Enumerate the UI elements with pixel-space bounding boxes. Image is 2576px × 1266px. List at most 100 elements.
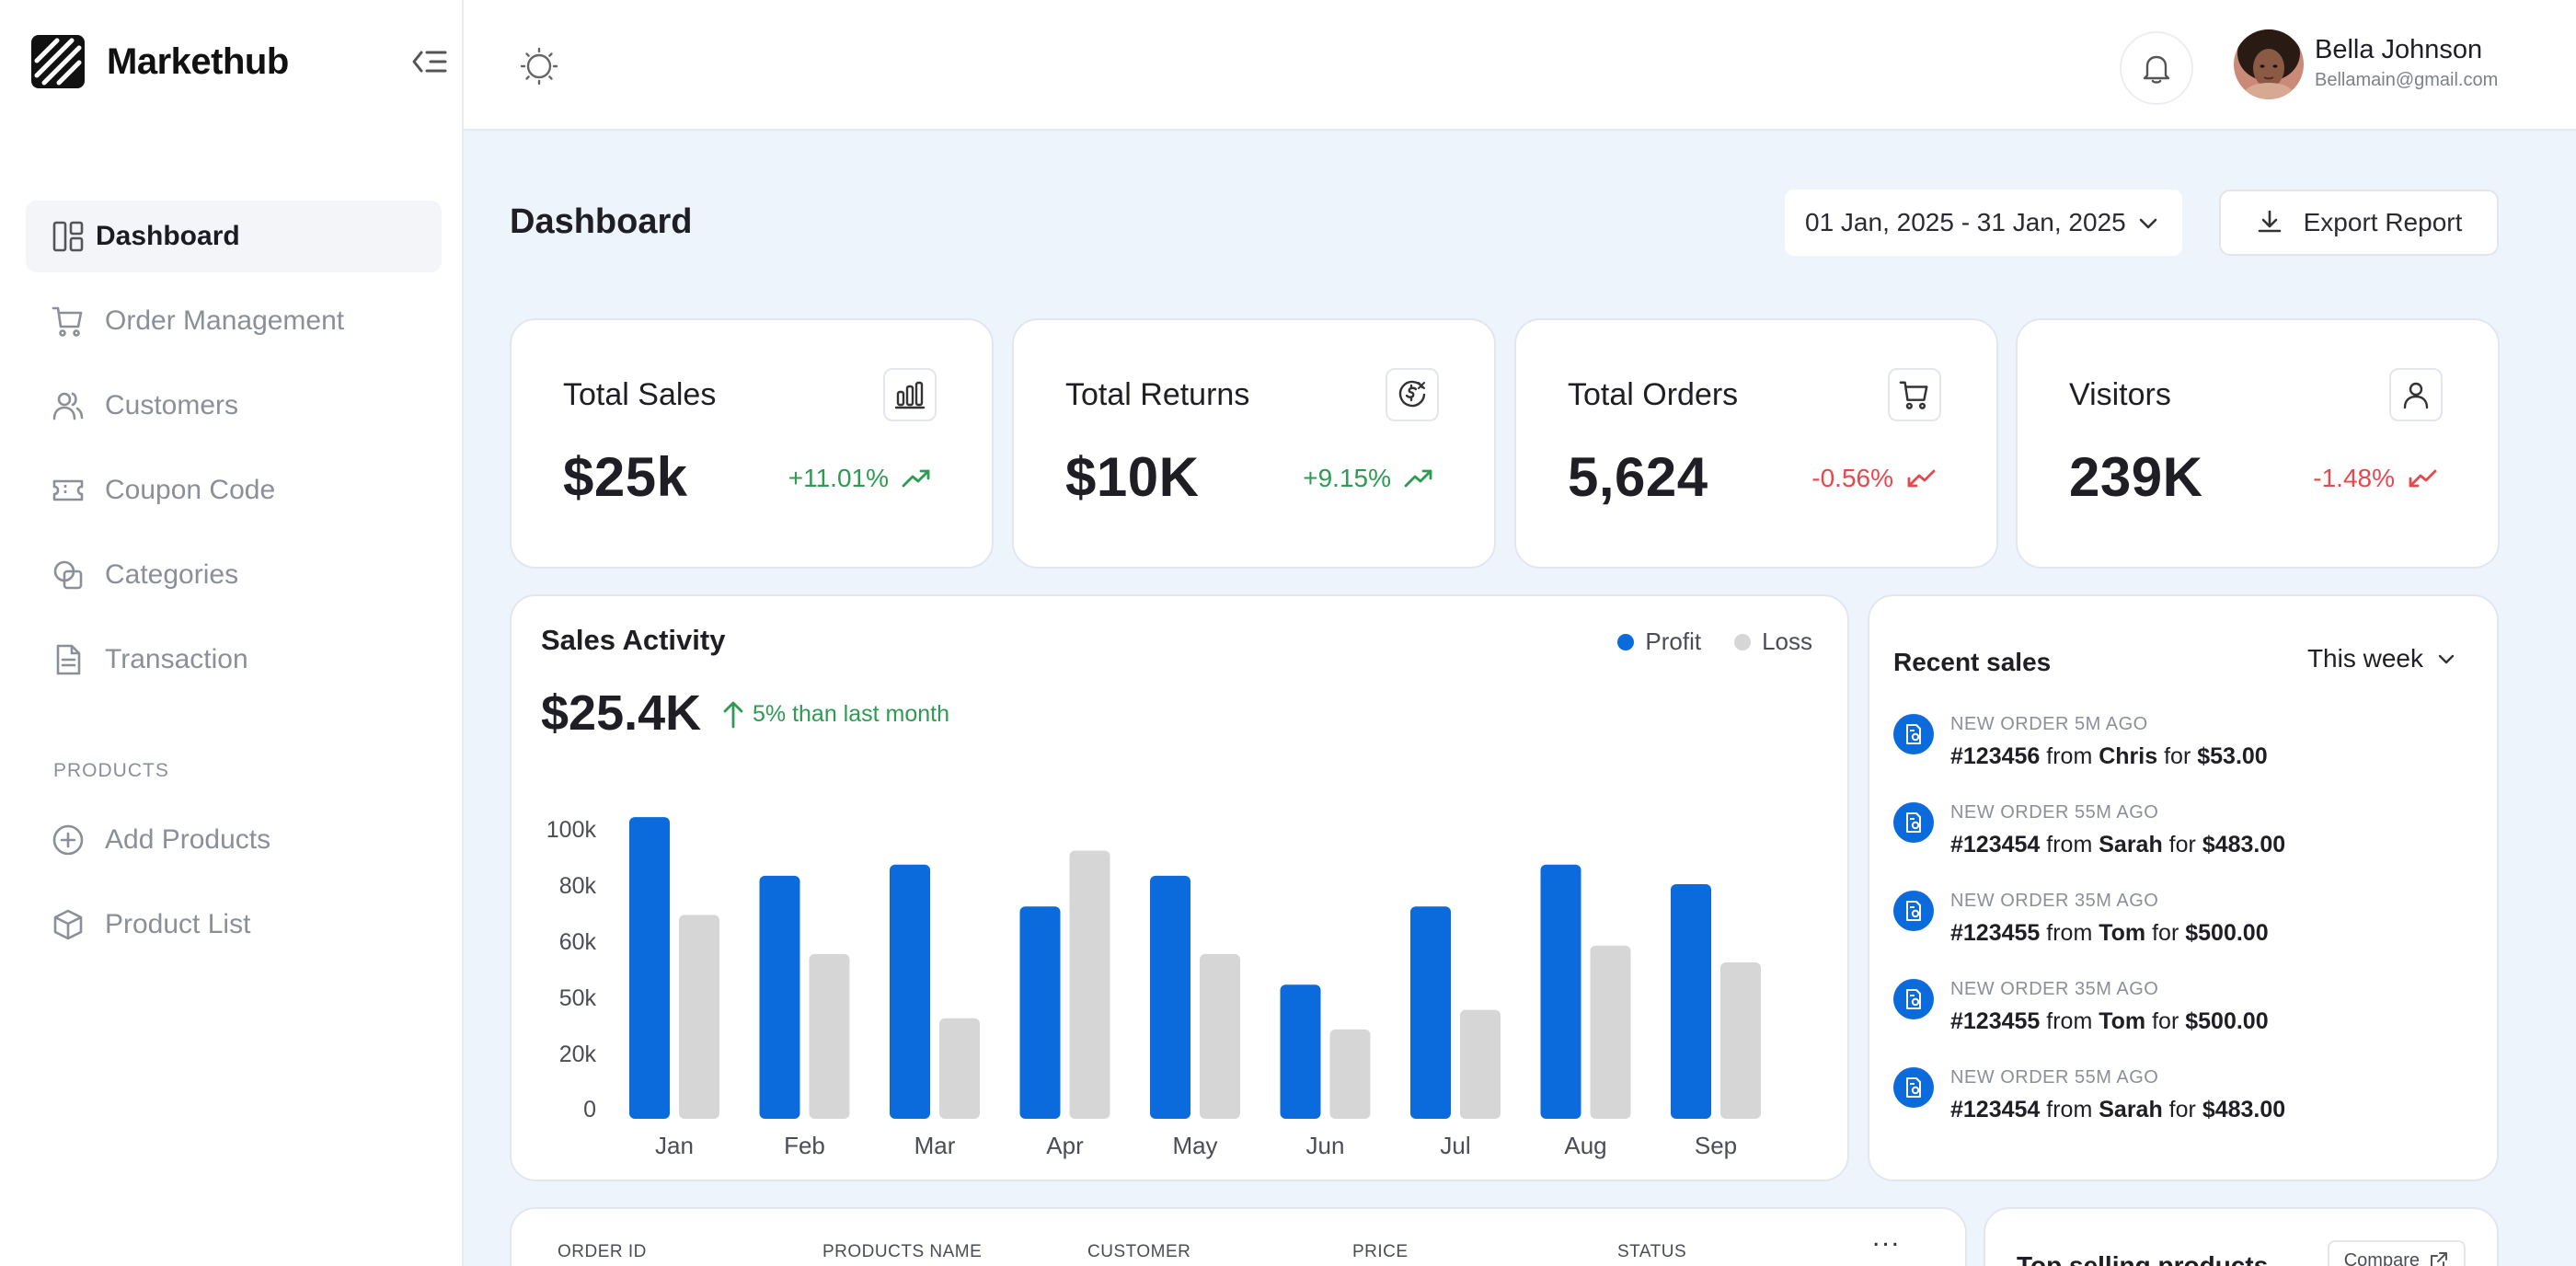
collapse-sidebar-icon[interactable] — [410, 42, 449, 81]
sidebar-item-dashboard[interactable]: Dashboard — [26, 201, 442, 272]
bar-profit-jul[interactable] — [1410, 906, 1451, 1119]
stat-change-value: -1.48% — [2313, 464, 2395, 492]
sidebar-item-label: Add Products — [105, 824, 271, 855]
stat-change-value: +11.01% — [788, 464, 889, 492]
export-report-button[interactable]: Export Report — [2219, 190, 2499, 256]
bar-loss-jul[interactable] — [1460, 1009, 1501, 1119]
sidebar-item-coupon-code[interactable]: Coupon Code — [26, 455, 442, 526]
column-header-price[interactable]: PRICE — [1352, 1242, 1409, 1261]
avatar[interactable] — [2234, 29, 2304, 99]
order-customer: Tom — [2099, 920, 2146, 946]
bar-loss-jun[interactable] — [1329, 1029, 1371, 1119]
sales-bar-chart: 0 20k 50k 60k 80k 100k Jan Feb Mar Apr May Jun Jul Au… — [546, 817, 1761, 1159]
sidebar-item-customers[interactable]: Customers — [26, 370, 442, 442]
date-range-picker[interactable]: 01 Jan, 2025 - 31 Jan, 2025 — [1785, 190, 2182, 256]
order-for: for — [2168, 1097, 2196, 1122]
bar-loss-apr[interactable] — [1069, 850, 1110, 1119]
sidebar-nav: Dashboard Order Management Customers Cou… — [26, 201, 442, 973]
cart-icon — [1899, 381, 1928, 409]
order-meta: NEW ORDER 55M AGO — [1950, 1067, 2159, 1088]
column-header-order-id[interactable]: ORDER ID — [558, 1242, 647, 1261]
order-for: for — [2164, 743, 2191, 769]
user-email: Bellamain@gmail.com — [2315, 70, 2499, 90]
legend-item-loss[interactable]: Loss — [1734, 627, 1812, 656]
column-header-customer[interactable]: CUSTOMER — [1087, 1242, 1191, 1261]
orders-table-card: ORDER ID PRODUCTS NAME CUSTOMER PRICE ST… — [510, 1207, 1967, 1266]
bar-loss-jan[interactable] — [679, 915, 719, 1119]
order-for: for — [2152, 1008, 2179, 1034]
order-receipt-icon — [1893, 891, 1934, 931]
period-dropdown[interactable]: This week — [2307, 644, 2456, 673]
column-header-status[interactable]: STATUS — [1617, 1242, 1687, 1261]
sales-delta-text: 5% than last month — [753, 700, 950, 727]
order-customer: Sarah — [2099, 832, 2163, 857]
order-amount: $53.00 — [2197, 743, 2268, 769]
y-tick-label: 0 — [583, 1097, 596, 1122]
bar-loss-feb[interactable] — [809, 953, 850, 1119]
categories-icon — [53, 560, 83, 590]
order-for: for — [2152, 920, 2179, 946]
trend-down-icon — [2409, 469, 2437, 488]
order-receipt-icon — [1893, 1067, 1934, 1108]
stat-icon-box — [883, 368, 937, 421]
sidebar-item-add-products[interactable]: Add Products — [26, 804, 442, 876]
sidebar-item-categories[interactable]: Categories — [26, 539, 442, 611]
x-tick-label: Jun — [1306, 1132, 1345, 1159]
stat-value: $25k — [563, 446, 688, 508]
bar-profit-may[interactable] — [1150, 875, 1190, 1119]
order-line: #123454 from Sarah for $483.00 — [1950, 1097, 2285, 1123]
notifications-button[interactable] — [2120, 31, 2193, 105]
bar-loss-may[interactable] — [1200, 953, 1240, 1119]
stat-title: Total Returns — [1065, 377, 1250, 412]
order-for: for — [2168, 832, 2196, 857]
sales-activity-card: Sales Activity Profit Loss $25.4K 5% tha… — [510, 594, 1849, 1181]
column-header-products-name[interactable]: PRODUCTS NAME — [822, 1242, 983, 1261]
brand[interactable]: Markethub — [29, 33, 289, 90]
chevron-down-icon — [2438, 654, 2455, 664]
brand-name: Markethub — [107, 40, 289, 82]
document-icon — [56, 644, 81, 675]
bar-loss-sep[interactable] — [1720, 961, 1761, 1119]
dollar-return-icon — [1398, 380, 1426, 408]
bar-profit-jan[interactable] — [629, 817, 670, 1119]
x-tick-label: May — [1172, 1132, 1217, 1159]
user-icon — [2403, 382, 2429, 409]
sidebar-item-order-management[interactable]: Order Management — [26, 285, 442, 357]
legend-item-profit[interactable]: Profit — [1617, 627, 1701, 656]
download-icon — [2258, 210, 2281, 233]
user-avatar-icon — [2234, 29, 2304, 99]
stat-title: Total Orders — [1568, 377, 1739, 412]
sales-total: $25.4K — [541, 685, 702, 741]
order-id: #123456 — [1950, 743, 2041, 769]
order-line: #123455 from Tom for $500.00 — [1950, 920, 2269, 947]
bar-profit-aug[interactable] — [1540, 864, 1581, 1119]
x-tick-label: Jul — [1440, 1132, 1470, 1159]
order-meta: NEW ORDER 35M AGO — [1950, 891, 2159, 911]
sun-icon[interactable] — [519, 46, 559, 86]
stat-change: -1.48% — [2313, 464, 2437, 493]
page-title: Dashboard — [510, 202, 693, 241]
sidebar-item-product-list[interactable]: Product List — [26, 889, 442, 961]
more-options-icon[interactable]: ... — [1871, 1222, 1901, 1252]
bar-profit-mar[interactable] — [890, 864, 930, 1119]
order-receipt-icon — [1893, 802, 1934, 843]
bar-loss-aug[interactable] — [1590, 945, 1631, 1119]
bar-loss-mar[interactable] — [939, 1018, 980, 1119]
bar-profit-feb[interactable] — [759, 875, 800, 1119]
bar-profit-sep[interactable] — [1671, 883, 1711, 1119]
stat-change-value: +9.15% — [1303, 464, 1391, 492]
order-meta: NEW ORDER 35M AGO — [1950, 979, 2159, 999]
order-from: from — [2046, 743, 2093, 769]
bar-profit-jun[interactable] — [1280, 984, 1321, 1119]
y-tick-label: 80k — [559, 873, 597, 899]
box-icon — [53, 909, 83, 940]
order-customer: Tom — [2099, 1008, 2146, 1034]
y-tick-label: 100k — [546, 817, 597, 843]
sidebar-item-transaction[interactable]: Transaction — [26, 624, 442, 696]
legend-dot — [1734, 633, 1752, 650]
stat-change: +9.15% — [1303, 464, 1433, 493]
compare-button[interactable]: Compare — [2327, 1240, 2466, 1266]
bar-profit-apr[interactable] — [1019, 906, 1061, 1119]
top-selling-title: Top selling products — [2017, 1251, 2269, 1266]
sidebar-item-label: Product List — [105, 909, 251, 939]
